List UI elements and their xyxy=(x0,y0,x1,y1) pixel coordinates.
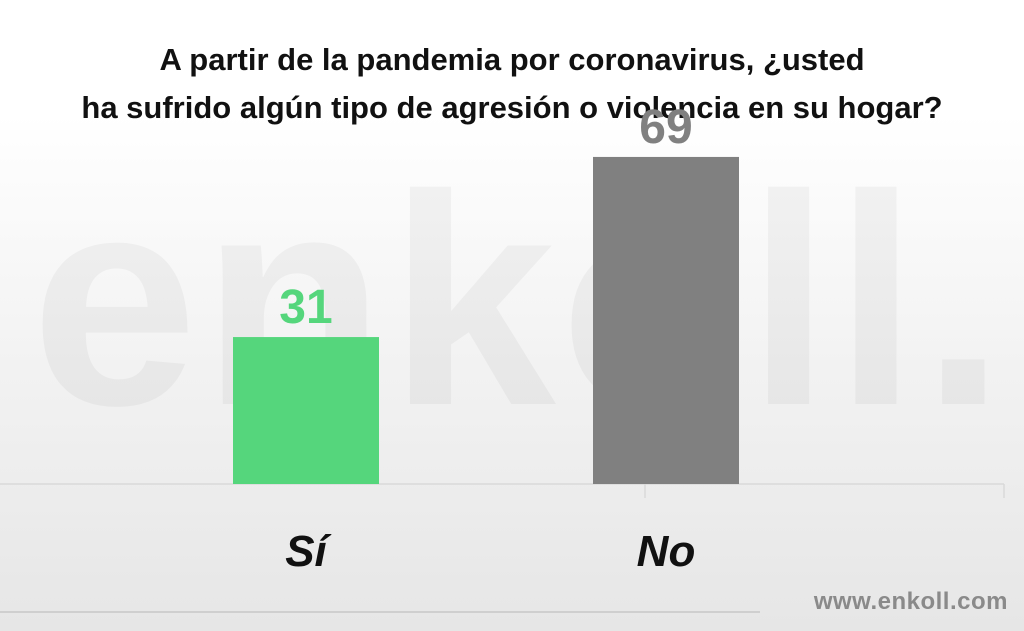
bar-si xyxy=(233,337,379,484)
category-label-no: No xyxy=(637,527,696,576)
chart-title: A partir de la pandemia por coronavirus,… xyxy=(0,36,1024,132)
footer-url: www.enkoll.com xyxy=(813,588,1008,615)
bar-no xyxy=(593,156,739,484)
chart-title-line-1: A partir de la pandemia por coronavirus,… xyxy=(159,42,865,77)
chart-title-line-2: ha sufrido algún tipo de agresión o viol… xyxy=(81,90,943,125)
footer-divider xyxy=(0,611,760,613)
data-label-no: 69 xyxy=(639,101,692,154)
category-label-si: Sí xyxy=(285,527,331,576)
data-label-si: 31 xyxy=(279,281,332,334)
